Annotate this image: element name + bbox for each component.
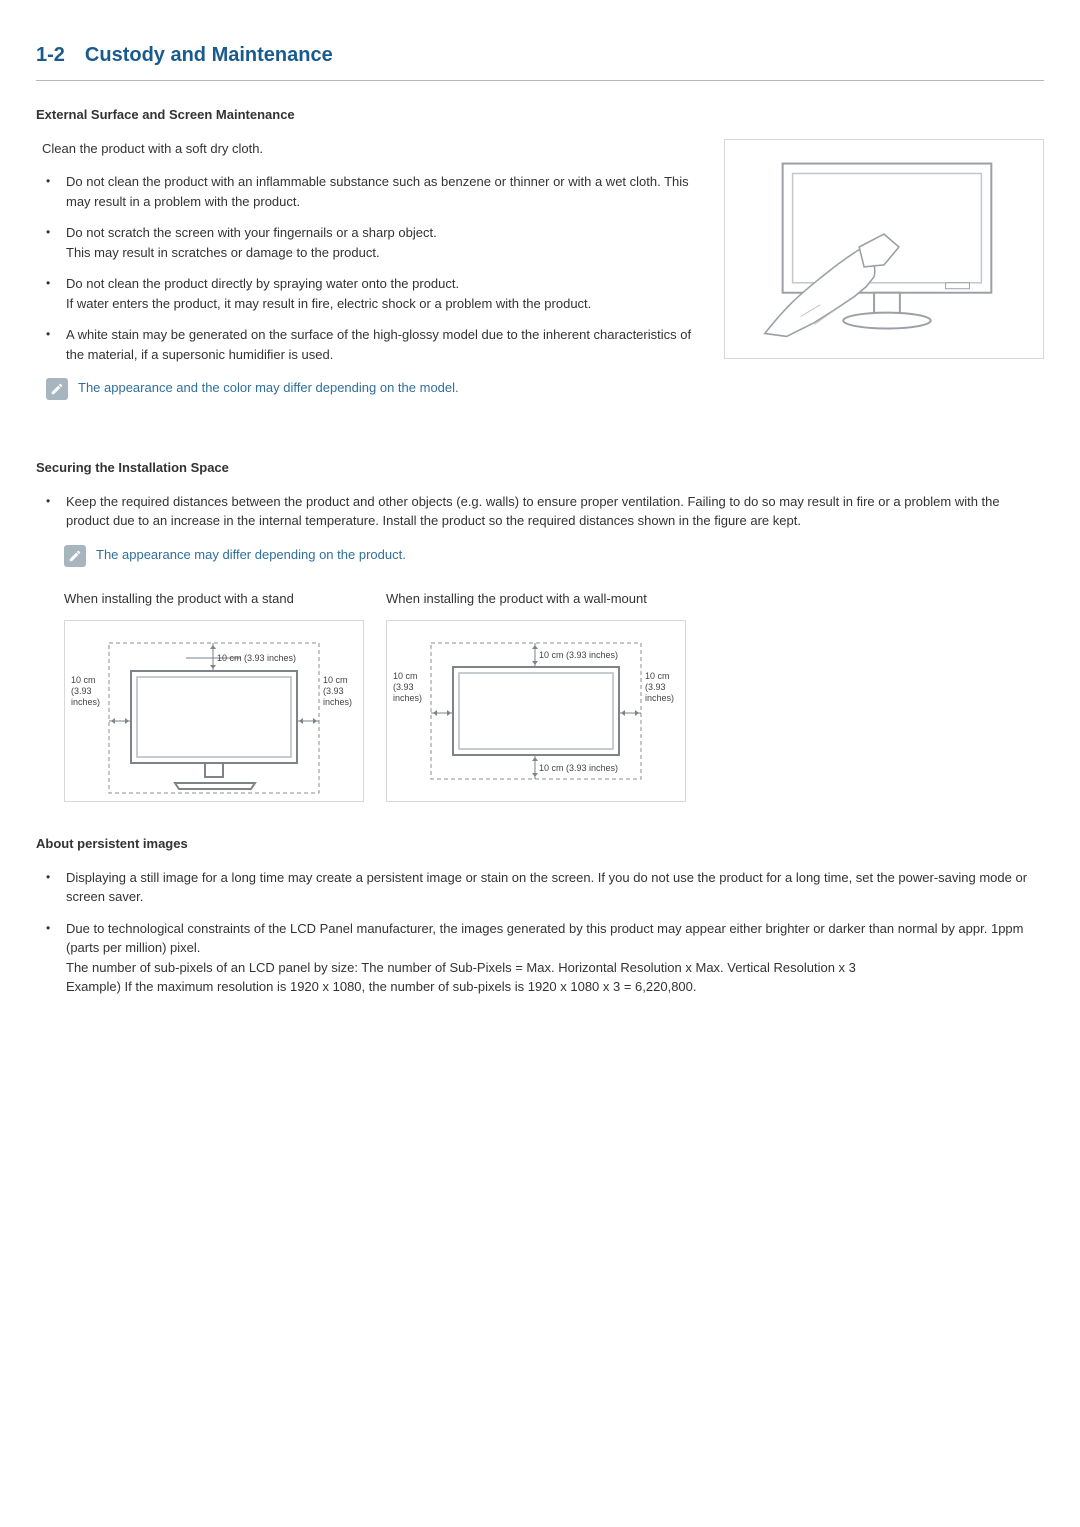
clearance-left-label: 10 cm [71, 675, 96, 685]
list-item: Keep the required distances between the … [46, 492, 1044, 531]
securing-space-block: Securing the Installation Space Keep the… [36, 458, 1044, 802]
sub2-bullet-list: Keep the required distances between the … [36, 492, 1044, 531]
note-text: The appearance and the color may differ … [78, 378, 459, 398]
cleaning-illustration [724, 139, 1044, 359]
sub3-bullet-list: Displaying a still image for a long time… [36, 868, 1044, 997]
list-item: Do not clean the product with an inflamm… [46, 172, 700, 211]
list-item: A white stain may be generated on the su… [46, 325, 700, 364]
list-item: Displaying a still image for a long time… [46, 868, 1044, 907]
sub1-title: External Surface and Screen Maintenance [36, 105, 1044, 125]
svg-text:(3.93: (3.93 [71, 686, 92, 696]
sub2-note: The appearance may differ depending on t… [64, 545, 1044, 567]
clearance-left-label: 10 cm [393, 671, 418, 681]
svg-text:inches): inches) [71, 697, 100, 707]
clearance-top-label: 10 cm (3.93 inches) [539, 650, 618, 660]
section-heading: 1-2 Custody and Maintenance [36, 40, 1044, 81]
list-item: Do not clean the product directly by spr… [46, 274, 700, 313]
list-item: Do not scratch the screen with your fing… [46, 223, 700, 262]
wallmount-figure: 10 cm (3.93 inches) 10 cm (3.93 inches) … [386, 620, 686, 802]
clearance-bottom-label: 10 cm (3.93 inches) [539, 763, 618, 773]
figures-row: When installing the product with a stand [64, 589, 1044, 803]
sub3-title: About persistent images [36, 834, 1044, 854]
sub2-title: Securing the Installation Space [36, 458, 1044, 478]
sub1-bullet-list: Do not clean the product with an inflamm… [36, 172, 700, 364]
svg-text:(3.93: (3.93 [645, 682, 666, 692]
sub1-note: The appearance and the color may differ … [46, 378, 700, 400]
svg-text:(3.93: (3.93 [393, 682, 414, 692]
svg-text:inches): inches) [323, 697, 352, 707]
sub1-intro: Clean the product with a soft dry cloth. [42, 139, 700, 159]
fig1-label: When installing the product with a stand [64, 589, 364, 609]
svg-text:inches): inches) [645, 693, 674, 703]
svg-text:inches): inches) [393, 693, 422, 703]
clearance-top-label: 10 cm (3.93 inches) [217, 653, 296, 663]
external-surface-block: External Surface and Screen Maintenance … [36, 105, 1044, 400]
section-number: 1-2 [36, 40, 65, 70]
svg-text:(3.93: (3.93 [323, 686, 344, 696]
section-title: Custody and Maintenance [85, 40, 333, 70]
persistent-images-block: About persistent images Displaying a sti… [36, 834, 1044, 997]
clearance-right-label: 10 cm [323, 675, 348, 685]
list-item: Due to technological constraints of the … [46, 919, 1044, 997]
stand-figure: 10 cm (3.93 inches) 10 cm (3.93 inches) … [64, 620, 364, 802]
clearance-right-label: 10 cm [645, 671, 670, 681]
pencil-note-icon [46, 378, 68, 400]
pencil-note-icon [64, 545, 86, 567]
note-text: The appearance may differ depending on t… [96, 545, 406, 565]
fig2-label: When installing the product with a wall-… [386, 589, 686, 609]
